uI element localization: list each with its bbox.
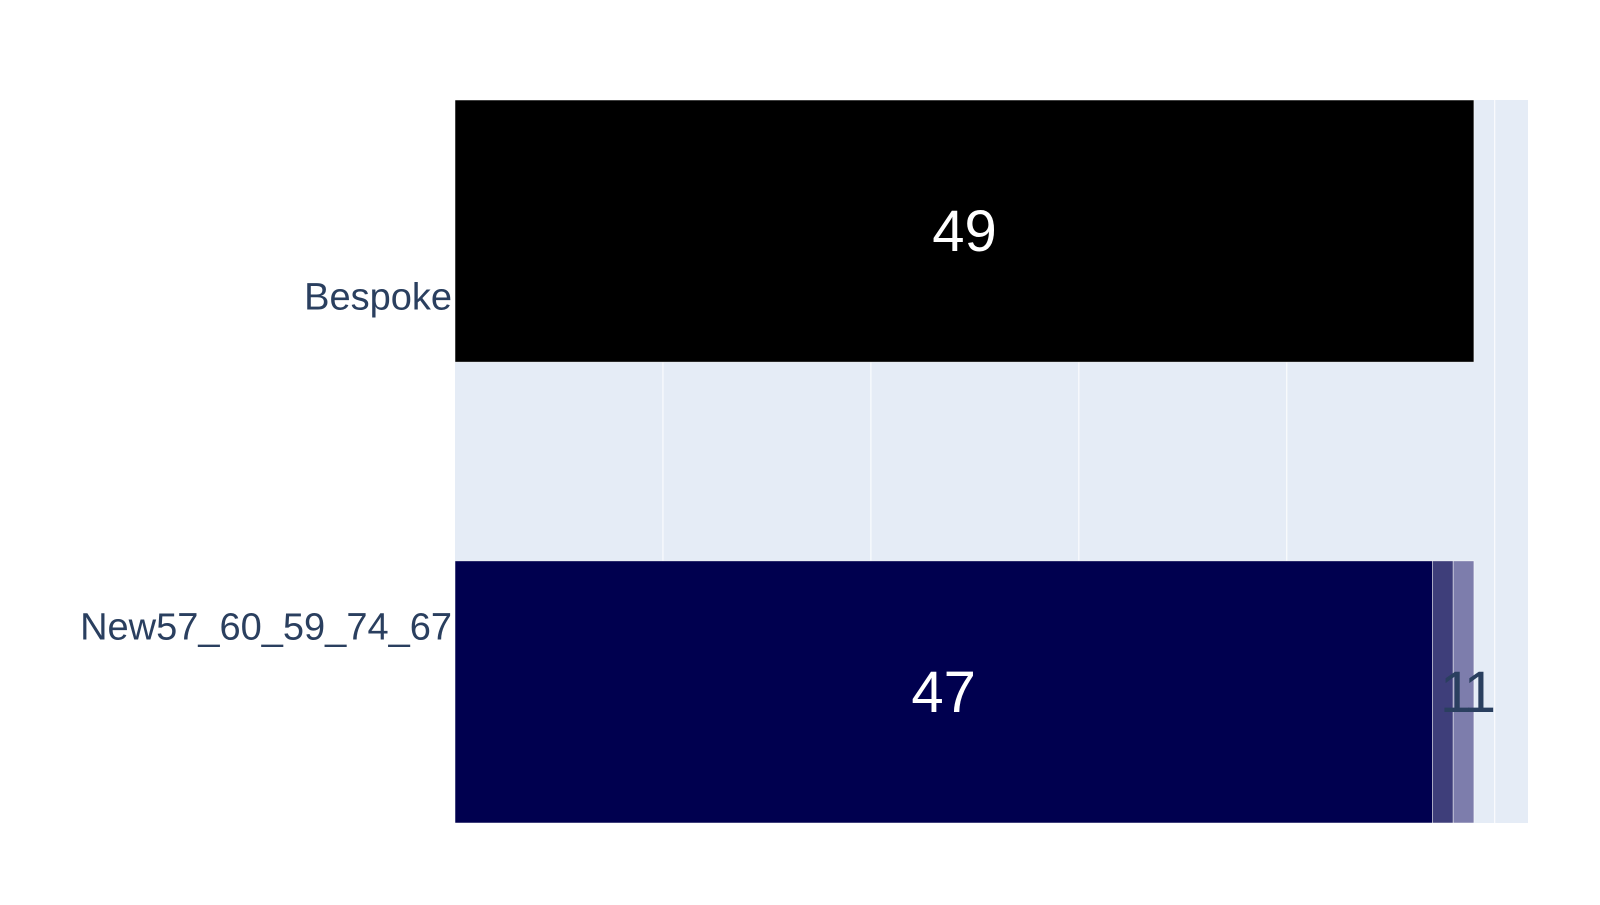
category-labels: Bespoke New57_60_59_74_67 xyxy=(80,277,452,649)
data-labels: 49 47 11 xyxy=(911,199,1496,725)
bar-segment xyxy=(1452,560,1475,824)
category-label: New57_60_59_74_67 xyxy=(80,607,452,649)
data-label: 1 xyxy=(1440,660,1472,725)
category-label: Bespoke xyxy=(304,277,452,319)
bar-segment xyxy=(454,560,1433,824)
bar-segment xyxy=(454,99,1475,363)
bars xyxy=(454,99,1475,824)
data-label: 49 xyxy=(932,199,997,264)
data-label: 1 xyxy=(1464,660,1496,725)
data-label: 47 xyxy=(911,660,976,725)
